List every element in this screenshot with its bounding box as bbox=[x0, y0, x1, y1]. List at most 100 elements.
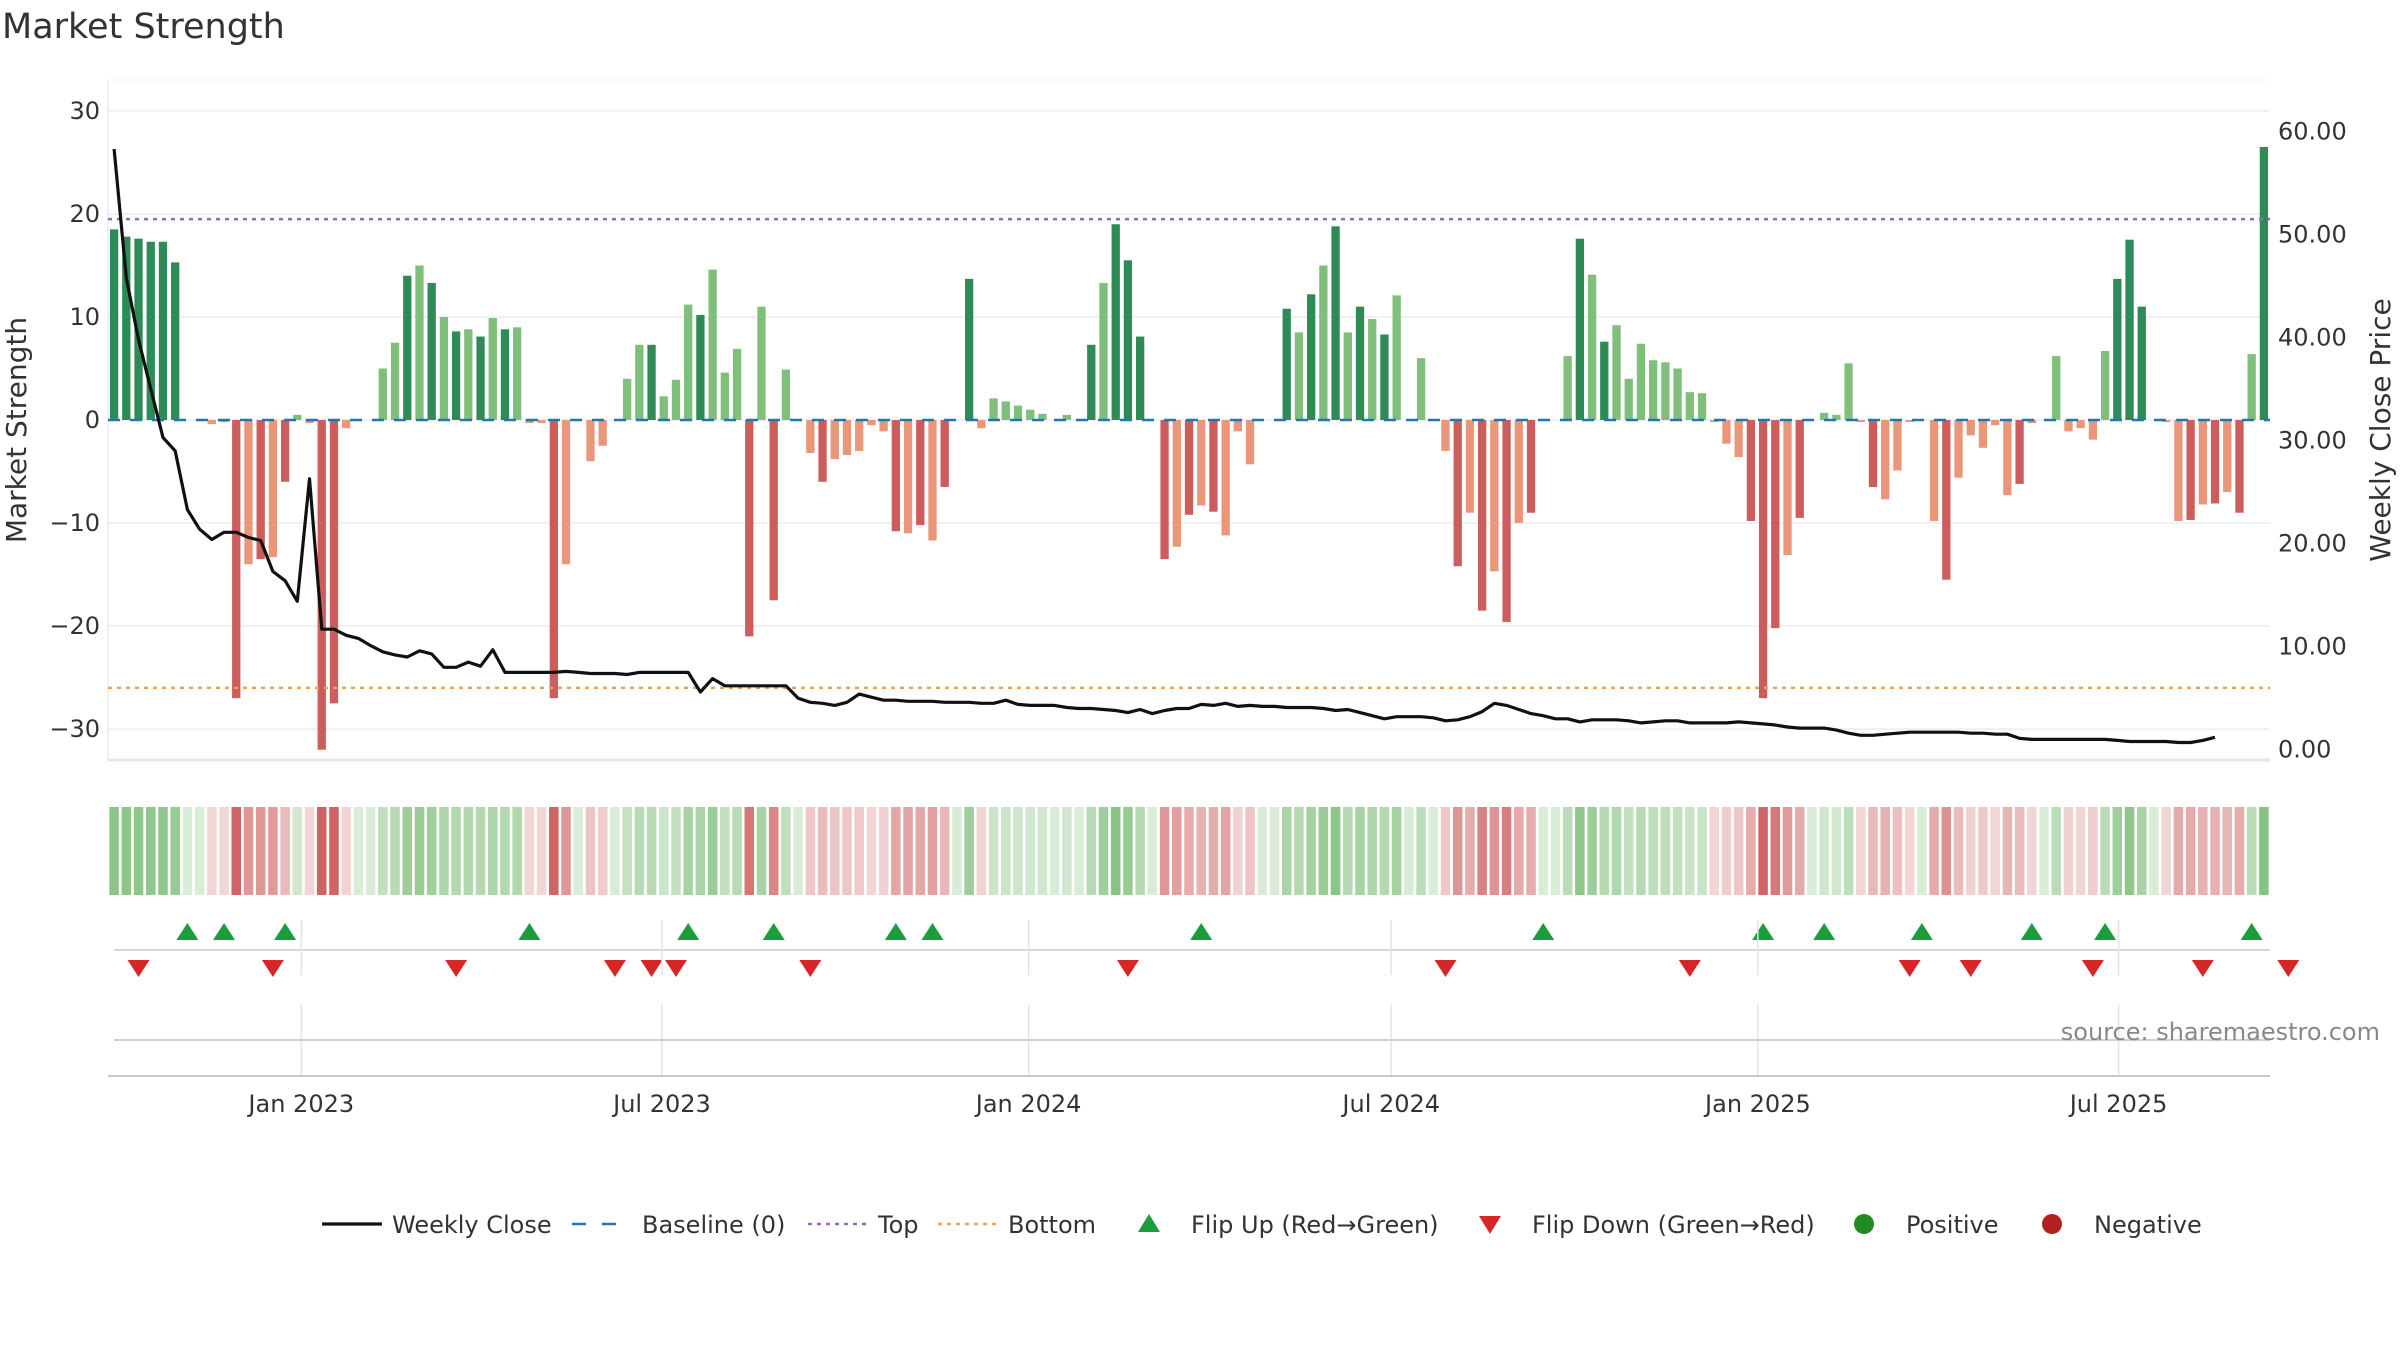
flip-up-marker bbox=[176, 923, 199, 940]
strip-cell bbox=[1049, 807, 1060, 895]
strength-bar bbox=[1368, 319, 1377, 420]
strip-cell bbox=[1843, 807, 1854, 895]
strip-cell bbox=[268, 807, 278, 895]
x-tick-label: Jan 2023 bbox=[246, 1090, 354, 1118]
legend-label: Bottom bbox=[1008, 1211, 1096, 1239]
strength-bar bbox=[684, 304, 693, 420]
strength-bar bbox=[1820, 412, 1829, 420]
strength-bar bbox=[916, 420, 925, 526]
x-tick-label: Jul 2024 bbox=[1340, 1090, 1440, 1118]
strip-cell bbox=[561, 807, 571, 895]
strength-bar bbox=[2113, 278, 2122, 420]
legend-item: Flip Up (Red→Green) bbox=[1138, 1211, 1439, 1239]
strength-bar bbox=[1172, 420, 1181, 547]
strip-cell bbox=[854, 807, 864, 895]
strength-bar bbox=[561, 420, 571, 565]
y-tick-label: 20 bbox=[69, 200, 100, 228]
strength-bar bbox=[1392, 295, 1401, 420]
strength-bar bbox=[476, 336, 485, 420]
strip-cell bbox=[793, 807, 803, 895]
strip-cell bbox=[402, 807, 413, 895]
strip-cell bbox=[549, 807, 559, 895]
strength-bar bbox=[1233, 420, 1243, 432]
strength-bar bbox=[769, 420, 778, 601]
strip-cell bbox=[2198, 807, 2208, 895]
strength-bar bbox=[879, 420, 888, 432]
strength-bar bbox=[317, 420, 326, 750]
strength-bar bbox=[1978, 420, 1988, 448]
strip-cell bbox=[1831, 807, 1842, 895]
strip-cell bbox=[1196, 807, 1206, 895]
strip-cell bbox=[145, 807, 156, 895]
legend-swatch bbox=[1479, 1216, 1501, 1234]
flip-up-marker bbox=[274, 923, 297, 940]
strip-cell bbox=[390, 807, 400, 895]
strength-bar bbox=[586, 420, 595, 462]
flip-down-marker bbox=[799, 960, 822, 977]
strip-cell bbox=[1306, 807, 1316, 895]
strip-cell bbox=[1623, 807, 1634, 895]
strength-bar bbox=[513, 327, 522, 420]
strip-cell bbox=[365, 807, 376, 895]
strip-cell bbox=[2100, 807, 2110, 895]
strength-bar bbox=[329, 420, 339, 704]
strip-cell bbox=[1013, 807, 1023, 895]
strength-bar bbox=[1673, 368, 1682, 420]
flip-down-marker bbox=[1959, 960, 1982, 977]
strip-cell bbox=[573, 807, 584, 895]
strength-bar bbox=[757, 306, 766, 420]
y-tick-label: 30 bbox=[69, 97, 100, 125]
strip-cell bbox=[1257, 807, 1268, 895]
strip-cell bbox=[316, 807, 327, 895]
strength-bar bbox=[659, 396, 668, 420]
strip-cell bbox=[1538, 807, 1548, 895]
strip-cell bbox=[1782, 807, 1793, 895]
flip-markers bbox=[114, 923, 2300, 977]
strip-cell bbox=[1294, 807, 1304, 895]
strip-cell bbox=[1281, 807, 1292, 895]
strip-cell bbox=[304, 807, 315, 895]
strength-bar bbox=[1942, 420, 1951, 580]
strength-bar bbox=[2223, 420, 2232, 493]
strength-bar bbox=[2137, 306, 2146, 420]
y2-tick-label: 60.00 bbox=[2278, 118, 2347, 146]
strip-cell bbox=[1685, 807, 1695, 895]
strip-cell bbox=[1990, 807, 2000, 895]
strip-cell bbox=[622, 807, 632, 895]
strip-cell bbox=[1526, 807, 1536, 895]
strip-cell bbox=[414, 807, 425, 895]
strength-bar bbox=[537, 420, 546, 424]
strength-bar bbox=[1343, 332, 1352, 420]
strip-cell bbox=[2002, 807, 2013, 895]
strength-bar bbox=[1184, 420, 1194, 515]
strip-cell bbox=[1330, 807, 1341, 895]
strength-bar bbox=[745, 420, 754, 637]
flip-down-marker bbox=[640, 960, 663, 977]
legend-swatch bbox=[1138, 1214, 1160, 1232]
strength-bars bbox=[109, 146, 2269, 750]
flip-up-marker bbox=[1752, 923, 1775, 940]
strength-bar bbox=[1465, 420, 1475, 513]
strip-cell bbox=[768, 807, 779, 895]
y-tick-label: −20 bbox=[49, 612, 100, 640]
strip-cell bbox=[1733, 807, 1744, 895]
strip-cell bbox=[439, 807, 449, 895]
flip-up-marker bbox=[1190, 923, 1213, 940]
strength-bar bbox=[1795, 420, 1804, 518]
strip-cell bbox=[1514, 807, 1524, 895]
strength-bar bbox=[1856, 420, 1865, 423]
strength-bar bbox=[1135, 336, 1145, 420]
strength-bar bbox=[2210, 420, 2220, 504]
strip-cell bbox=[976, 807, 987, 895]
strip-cell bbox=[378, 807, 388, 895]
strip-cell bbox=[2075, 807, 2086, 895]
strength-bar bbox=[1600, 341, 1609, 420]
strip-cell bbox=[1929, 807, 1939, 895]
legend-item: Positive bbox=[1854, 1211, 1999, 1239]
legend-label: Negative bbox=[2094, 1211, 2202, 1239]
strength-bar bbox=[1832, 414, 1841, 420]
strength-bar bbox=[1282, 308, 1291, 420]
strength-bar bbox=[2015, 420, 2024, 484]
strength-bar bbox=[1563, 356, 1572, 420]
strip-cell bbox=[1135, 807, 1145, 895]
